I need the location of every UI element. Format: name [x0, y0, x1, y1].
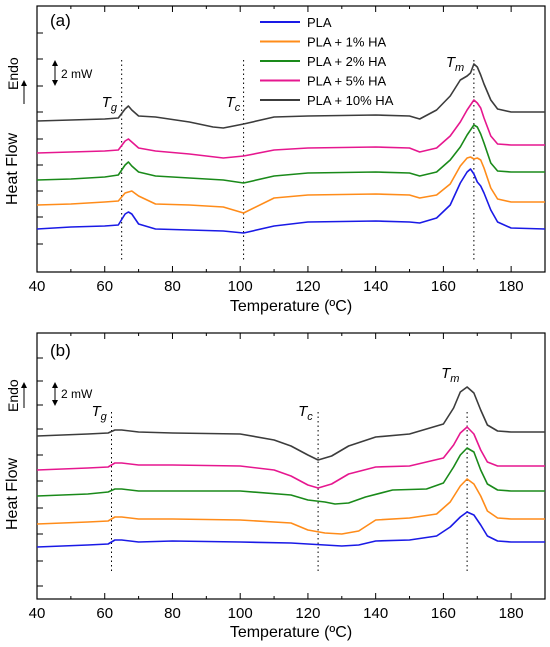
panel-a-scale-label: 2 mW — [61, 67, 93, 81]
legend-label: PLA + 2% HA — [307, 54, 386, 69]
x-tick-label: 100 — [228, 605, 253, 622]
x-tick-label: 160 — [431, 278, 456, 295]
panel-b-annotations: Tg Tc Tm — [92, 365, 460, 423]
x-tick-label: 80 — [164, 605, 181, 622]
panel-b-ticks: 40 60 80 100 120 140 160 180 — [29, 333, 524, 622]
panel-a-ylabel: Heat Flow — [4, 133, 21, 205]
legend-label: PLA + 5% HA — [307, 74, 386, 89]
annotation-tc: Tc — [298, 403, 313, 423]
x-tick-label: 60 — [96, 605, 113, 622]
series-line-3 — [36, 99, 545, 159]
panel-a-frame — [36, 5, 546, 273]
annotation-tg: Tg — [102, 94, 118, 114]
panel-a-series-group — [36, 63, 546, 234]
x-tick-label: 140 — [363, 605, 388, 622]
x-tick-label: 160 — [431, 605, 456, 622]
annotation-tc: Tc — [226, 94, 241, 114]
x-tick-label: 40 — [29, 605, 46, 622]
panel-a-legend: PLA PLA + 1% HA PLA + 2% HA PLA + 5% HA PLA … — [260, 15, 394, 108]
panel-b-ylabel: Heat Flow — [4, 458, 21, 530]
annotation-tg: Tg — [92, 403, 108, 423]
x-tick-label: 120 — [295, 278, 320, 295]
series-line-1 — [36, 478, 545, 535]
annotation-tm: Tm — [441, 365, 459, 385]
legend-label: PLA — [307, 15, 332, 30]
x-tick-label: 180 — [499, 278, 524, 295]
panel-a-endo-marker: Endo — [5, 57, 27, 104]
series-line-4 — [36, 386, 545, 461]
panel-a-label: (a) — [50, 11, 71, 30]
panel-b-guide-lines — [111, 412, 468, 572]
x-tick-label: 60 — [96, 278, 113, 295]
panel-a-guide-lines — [121, 60, 475, 262]
x-tick-label: 120 — [295, 605, 320, 622]
series-line-0 — [36, 168, 546, 234]
x-tick-label: 40 — [29, 278, 46, 295]
legend-label: PLA + 1% HA — [307, 35, 386, 50]
panel-b-label: (b) — [50, 341, 71, 360]
series-line-2 — [36, 447, 545, 505]
x-tick-label: 140 — [363, 278, 388, 295]
panel-a-endo-label: Endo — [5, 57, 21, 90]
series-line-2 — [36, 124, 545, 184]
annotation-tm: Tm — [446, 54, 464, 74]
panel-b-endo-label: Endo — [5, 379, 21, 412]
panel-b-series-group — [36, 386, 545, 548]
panel-b: 40 60 80 100 120 140 160 180 (b) Tg Tc Tm 2 mW En… — [4, 332, 546, 641]
series-line-4 — [36, 63, 545, 129]
x-tick-label: 80 — [164, 278, 181, 295]
panel-b-frame — [36, 332, 546, 600]
panel-a-ticks: 40 60 80 100 120 140 160 180 — [29, 6, 524, 295]
series-line-0 — [36, 511, 545, 548]
panel-b-xlabel: Temperature (ºC) — [230, 624, 352, 641]
panel-b-endo-marker: Endo — [5, 379, 27, 412]
panel-a-xlabel: Temperature (ºC) — [230, 298, 352, 315]
panel-a-scale-bar: 2 mW — [52, 60, 93, 86]
series-line-1 — [36, 156, 545, 214]
x-tick-label: 180 — [499, 605, 524, 622]
legend-label: PLA + 10% HA — [307, 93, 394, 108]
x-tick-label: 100 — [228, 278, 253, 295]
series-line-3 — [36, 426, 545, 489]
panel-b-scale-label: 2 mW — [61, 387, 93, 401]
panel-a: 40 60 80 100 120 140 160 180 (a) Tg Tc Tm 2 mW En… — [4, 5, 546, 315]
panel-a-annotations: Tg Tc Tm — [102, 54, 465, 114]
panel-b-scale-bar: 2 mW — [52, 382, 93, 406]
